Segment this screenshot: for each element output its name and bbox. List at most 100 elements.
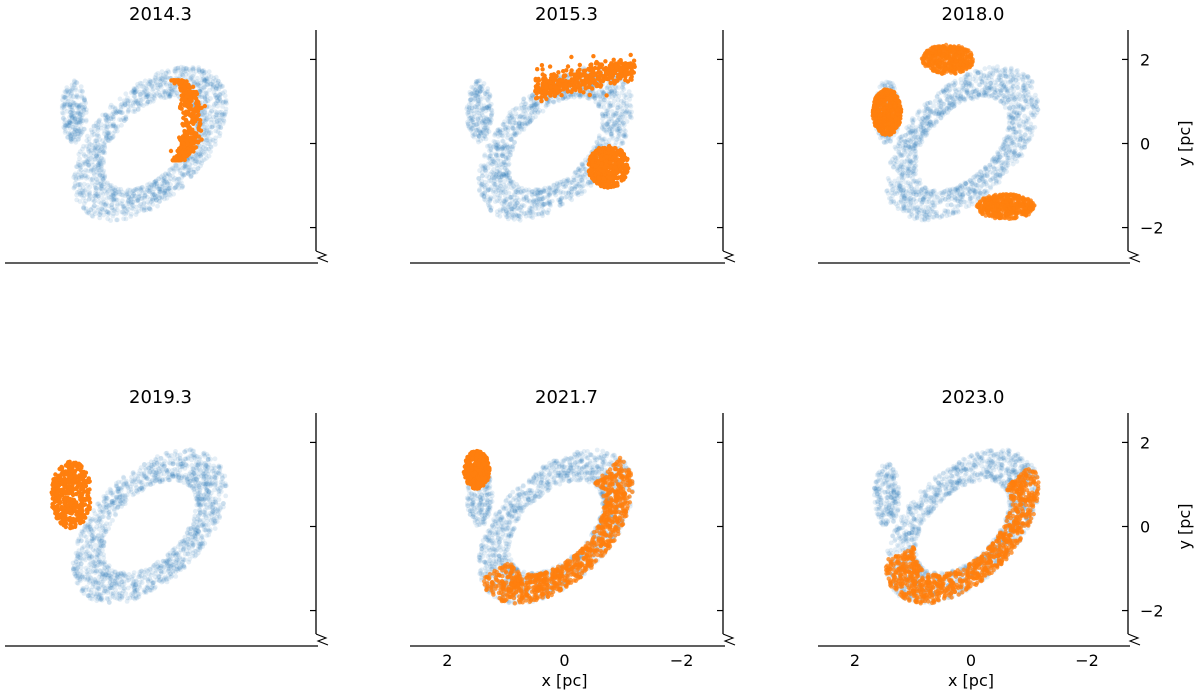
data-point [86,157,92,162]
data-point [106,132,111,138]
data-point [611,57,616,62]
data-point [111,211,116,217]
data-point [173,87,178,93]
data-point [117,96,123,102]
data-point [211,102,217,107]
data-point [512,192,518,198]
data-point [143,86,149,91]
data-point [489,112,494,118]
data-point [600,146,605,151]
data-point [596,160,601,165]
data-point [503,156,509,162]
data-point [102,173,108,179]
data-point [181,164,186,170]
data-point [548,89,553,95]
data-point [179,175,185,180]
data-point [605,108,610,114]
data-point [111,122,116,128]
data-point [96,193,101,199]
data-point [179,72,185,77]
data-point [504,209,509,215]
axis-corner-marker [315,250,329,263]
data-point [465,121,471,127]
data-point [125,108,131,114]
data-point [83,167,89,173]
data-point [496,143,501,149]
data-point [469,114,474,119]
data-point [478,88,483,94]
data-point [99,186,105,192]
data-point [117,191,123,197]
data-point [77,182,83,187]
data-point [87,184,93,190]
data-point [507,115,513,120]
data-point [89,213,95,219]
data-point [107,105,113,110]
data-point [589,62,594,67]
data-point [519,185,525,191]
data-point [83,154,89,160]
data-point [540,72,545,77]
data-point [173,184,179,190]
data-point [174,181,180,187]
data-point [885,176,891,181]
data-point [112,128,118,134]
data-point [76,151,82,157]
data-point [198,163,204,169]
data-point [219,109,224,115]
data-point [491,188,497,194]
data-point [114,207,120,213]
data-point [148,199,154,205]
data-point [101,212,106,218]
data-point [155,85,160,91]
data-point [619,174,624,179]
data-point [536,206,541,211]
data-point [202,108,208,114]
data-point [72,180,78,186]
data-point [600,136,606,142]
data-point [606,181,612,187]
data-point [576,69,581,74]
data-point [189,119,194,125]
data-point [105,180,110,186]
data-point [110,207,116,213]
data-point [79,173,84,179]
data-point [108,116,114,121]
data-point [221,117,227,123]
data-point [594,181,600,186]
data-point [128,214,134,219]
data-point [138,201,144,207]
data-point [103,209,109,215]
data-point [94,153,99,159]
data-point [112,187,118,193]
data-point [141,205,147,211]
data-point [204,98,210,103]
data-point [533,187,538,193]
data-point [500,138,505,144]
data-point [104,191,109,197]
data-point [146,189,152,194]
data-point [206,141,212,147]
data-point [130,206,136,212]
data-point [185,134,191,140]
data-point [131,196,137,202]
data-point [212,138,218,144]
data-point [506,181,512,187]
data-point [614,175,619,181]
data-point [481,193,487,199]
data-point [583,86,588,91]
data-point [486,107,491,112]
data-point [62,101,68,107]
data-point [147,201,153,207]
data-point [131,90,137,95]
data-point [217,92,223,98]
data-point [205,141,211,147]
data-point [162,188,168,194]
data-point [101,142,107,148]
data-point [219,112,225,117]
data-point [565,178,571,184]
data-point [189,98,194,104]
data-point [138,186,144,192]
data-point [616,148,621,154]
data-point [539,98,544,104]
